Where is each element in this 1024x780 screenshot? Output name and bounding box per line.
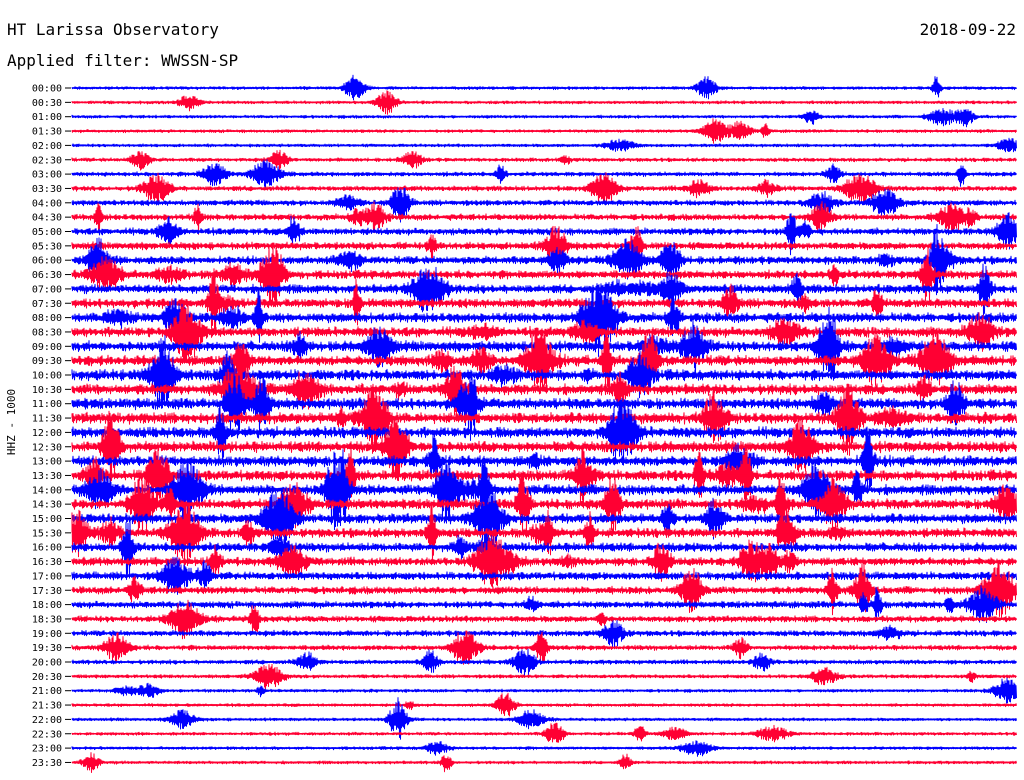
trace-1800 (71, 585, 1017, 623)
trace-0730 (71, 268, 1017, 334)
row-tick-label: 08:00 (32, 313, 62, 324)
trace-1600 (71, 518, 1017, 580)
row-tick-label: 10:30 (32, 385, 62, 396)
row-tick-label: 06:00 (32, 256, 62, 267)
trace-1200 (71, 397, 1017, 466)
row-tick-label: 05:30 (32, 241, 62, 252)
trace-0700 (71, 263, 1017, 316)
row-tick-label: 02:00 (32, 141, 62, 152)
row-tick-label: 11:00 (32, 399, 62, 410)
row-tick-labels: 00:00 00:30 01:00 01:30 02:00 02:30 03:00 03:30… (32, 84, 71, 769)
row-tick-label: 07:30 (32, 299, 62, 310)
observatory-title: HT Larissa Observatory (7, 20, 219, 39)
row-tick-label: 20:00 (32, 658, 62, 669)
row-tick-label: 04:30 (32, 213, 62, 224)
row-tick-label: 00:30 (32, 98, 62, 109)
row-tick-label: 14:00 (32, 485, 62, 496)
trace-0600 (71, 224, 1017, 296)
row-tick-label: 09:00 (32, 342, 62, 353)
row-tick-label: 19:30 (32, 643, 62, 654)
row-tick-label: 09:30 (32, 356, 62, 367)
row-tick-label: 21:30 (32, 701, 62, 712)
trace-0830 (71, 299, 1017, 364)
trace-1430 (71, 474, 1017, 537)
row-tick-label: 10:00 (32, 371, 62, 382)
trace-1100 (71, 368, 1017, 441)
trace-1830 (71, 599, 1017, 640)
trace-1730 (71, 560, 1017, 618)
row-tick-label: 16:30 (32, 557, 62, 568)
trace-1230 (71, 410, 1017, 484)
record-date: 2018-09-22 (919, 20, 1016, 39)
trace-1130 (71, 383, 1017, 456)
row-tick-label: 20:30 (32, 672, 62, 683)
trace-1630 (71, 536, 1017, 588)
trace-1530 (71, 501, 1017, 569)
trace-1700 (71, 556, 1017, 595)
row-tick-label: 12:00 (32, 428, 62, 439)
row-tick-label: 15:30 (32, 528, 62, 539)
trace-0800 (71, 284, 1017, 357)
trace-1400 (71, 449, 1017, 531)
trace-1030 (71, 361, 1017, 416)
row-tick-label: 03:30 (32, 184, 62, 195)
row-tick-label: 15:00 (32, 514, 62, 525)
applied-filter-label: Applied filter: WWSSN-SP (7, 51, 239, 70)
row-tick-label: 02:30 (32, 155, 62, 166)
trace-2230 (71, 722, 1017, 743)
row-tick-label: 19:00 (32, 629, 62, 640)
row-tick-label: 18:30 (32, 614, 62, 625)
trace-0400 (71, 187, 1017, 223)
row-tick-label: 11:30 (32, 414, 62, 425)
row-tick-label: 22:30 (32, 729, 62, 740)
row-tick-label: 22:00 (32, 715, 62, 726)
row-tick-label: 21:00 (32, 686, 62, 697)
row-tick-label: 23:30 (32, 758, 62, 769)
row-tick-label: 08:30 (32, 327, 62, 338)
row-tick-label: 23:00 (32, 744, 62, 755)
row-tick-label: 13:00 (32, 457, 62, 468)
trace-0100 (71, 108, 1017, 128)
row-tick-label: 01:00 (32, 112, 62, 123)
row-tick-label: 06:30 (32, 270, 62, 281)
trace-1300 (71, 428, 1017, 492)
row-tick-label: 13:30 (32, 471, 62, 482)
row-tick-label: 07:00 (32, 284, 62, 295)
row-tick-label: 18:00 (32, 600, 62, 611)
trace-0500 (71, 212, 1017, 256)
row-tick-label: 17:30 (32, 586, 62, 597)
seismogram-traces (71, 74, 1017, 773)
trace-1000 (71, 335, 1017, 409)
row-tick-label: 04:00 (32, 198, 62, 209)
row-tick-label: 12:30 (32, 442, 62, 453)
row-tick-label: 16:00 (32, 543, 62, 554)
row-tick-label: 14:30 (32, 500, 62, 511)
row-tick-label: 17:00 (32, 571, 62, 582)
row-tick-label: 05:00 (32, 227, 62, 238)
row-tick-label: 00:00 (32, 84, 62, 95)
trace-0300 (71, 159, 1017, 188)
row-tick-label: 03:00 (32, 170, 62, 181)
row-tick-label: 01:30 (32, 127, 62, 138)
